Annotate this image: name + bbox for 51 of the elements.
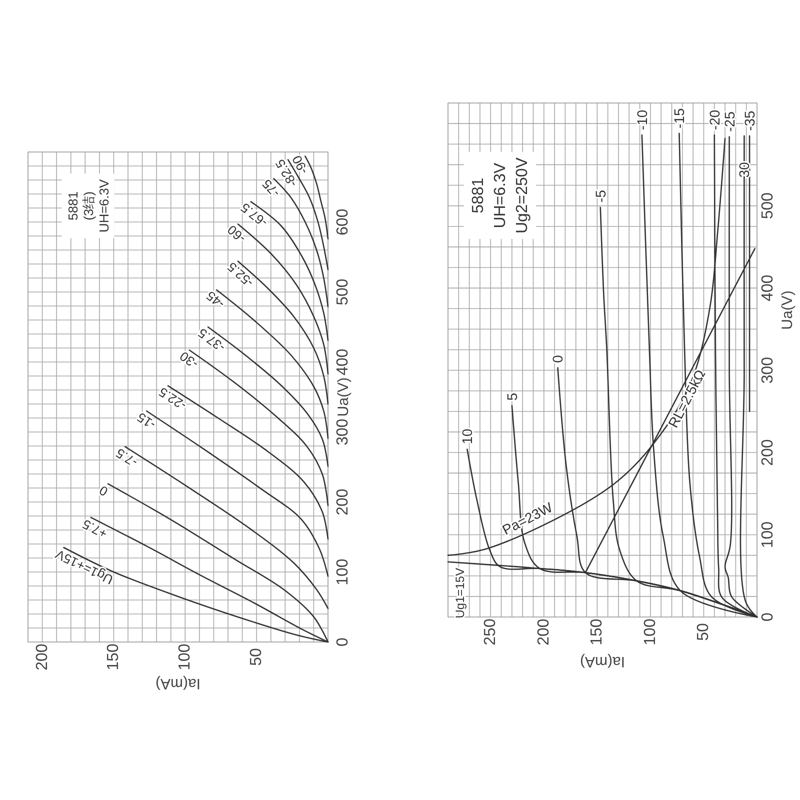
annotation: UH=6.3V — [96, 179, 111, 232]
y-tick-label: 400 — [760, 274, 776, 302]
text: -20 — [706, 110, 722, 130]
x-axis-title: Ia(mA) — [155, 676, 200, 692]
text: -10 — [634, 110, 650, 130]
text: -5 — [592, 190, 608, 202]
x-tick-label: 100 — [176, 644, 194, 670]
y-tick-label: 600 — [334, 208, 352, 236]
text: Ug1=15V — [453, 568, 467, 618]
annotation: (3结) — [80, 191, 96, 220]
text: -15 — [134, 410, 158, 433]
y-tick-label: 0 — [334, 637, 352, 646]
y-tick-label: 0 — [760, 612, 776, 622]
y-axis-title: Ua(V) — [334, 377, 352, 417]
x-tick-label: 200 — [535, 618, 552, 646]
y-tick-label: 100 — [760, 521, 776, 548]
text: 0 — [96, 483, 110, 500]
y-tick-label: 200 — [334, 488, 352, 516]
text: 5 — [504, 392, 520, 401]
y-axis-title: Ua(V) — [778, 290, 796, 330]
text: 30 — [736, 162, 752, 178]
annotation: 5881 — [65, 191, 80, 220]
text: 0 — [550, 354, 566, 363]
text: -22.5 — [156, 384, 189, 414]
y-tick-label: 200 — [760, 439, 776, 466]
text: -25 — [721, 111, 738, 132]
text: -45 — [203, 288, 228, 312]
text: -15 — [671, 108, 688, 128]
x-tick-label: 200 — [34, 644, 51, 670]
annotation: 5881 — [469, 178, 486, 214]
x-tick-label: 250 — [482, 618, 500, 646]
x-tick-label: 50 — [248, 648, 266, 666]
x-axis-title: Ia(mA) — [580, 654, 625, 670]
text: +7.5 — [80, 516, 110, 542]
y-tick-label: 300 — [760, 356, 776, 384]
text: -52.5 — [224, 260, 256, 291]
x-tick-label: 150 — [105, 644, 122, 670]
x-tick-label: 100 — [642, 618, 659, 646]
text: 10 — [459, 428, 476, 444]
y-tick-label: 500 — [334, 278, 352, 306]
text: -7.5 — [112, 446, 140, 471]
annotation: Ug2=250V — [513, 157, 530, 234]
annotation: UH=6.3V — [491, 162, 508, 228]
y-tick-label: 100 — [334, 558, 352, 586]
text: -75 — [258, 176, 283, 201]
y-tick-label: 400 — [334, 348, 352, 376]
text: -35 — [742, 110, 758, 131]
y-tick-label: 500 — [760, 192, 776, 220]
x-tick-label: 150 — [588, 618, 606, 646]
x-tick-label: 50 — [695, 623, 712, 641]
y-tick-label: 300 — [334, 418, 352, 446]
